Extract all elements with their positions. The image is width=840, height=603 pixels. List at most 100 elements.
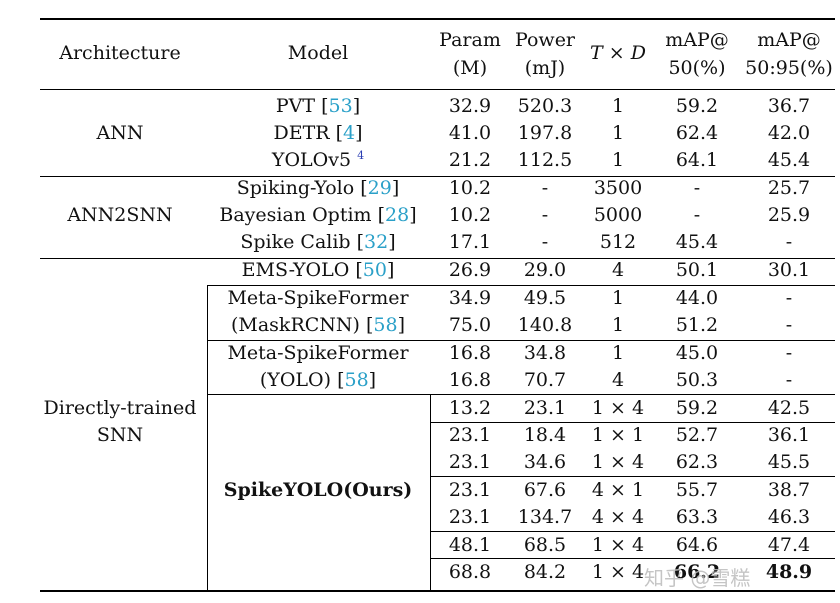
cell-td-row-13: 1 × 1 — [591, 424, 645, 446]
cell-td-row-3: 1 — [611, 149, 625, 171]
cell-param-row-5: 10.2 — [448, 204, 492, 226]
model-yolov5: YOLOv5 4 — [271, 149, 365, 171]
cell-td-row-8: 1 — [611, 287, 625, 309]
cell-td-row-11: 4 — [611, 369, 625, 391]
cell-param-row-13: 23.1 — [448, 424, 492, 446]
cell-power-row-11: 70.7 — [523, 369, 567, 391]
msf1-rule — [207, 340, 835, 341]
cell-param-row-14: 23.1 — [448, 451, 492, 473]
group-ann2snn: ANN2SNN — [67, 204, 173, 226]
ems-rule — [207, 285, 835, 286]
cell-td-row-10: 1 — [611, 342, 625, 364]
ann-rule — [40, 176, 835, 177]
header-model: Model — [287, 42, 349, 64]
cell-map5095-row-9: - — [785, 314, 793, 336]
cell-map5095-row-2: 42.0 — [767, 122, 811, 144]
cell-td-row-14: 1 × 4 — [591, 451, 645, 473]
cell-param-row-12: 13.2 — [448, 397, 492, 419]
cell-td-row-5: 5000 — [593, 204, 643, 226]
header-power-unit: (mJ) — [524, 57, 566, 79]
cell-map50-row-3: 64.1 — [675, 149, 719, 171]
cell-map50-row-11: 50.3 — [675, 369, 719, 391]
footnote-yolov5[interactable]: 4 — [357, 149, 365, 162]
cell-map5095-row-16: 46.3 — [767, 506, 811, 528]
sy-rule-3 — [430, 531, 835, 532]
cell-map50-row-7: 50.1 — [675, 259, 719, 281]
cell-map50-row-13: 52.7 — [675, 424, 719, 446]
cite-pvt[interactable]: 53 — [328, 95, 353, 117]
cell-map5095-row-5: 25.9 — [767, 204, 811, 226]
cite-msf1[interactable]: 58 — [373, 314, 398, 336]
model-spiking-yolo: Spiking-Yolo [29] — [236, 177, 400, 199]
cell-td-row-1: 1 — [611, 95, 625, 117]
cite-detr[interactable]: 4 — [343, 122, 356, 144]
cell-power-row-3: 112.5 — [517, 149, 573, 171]
vline-model-left — [207, 285, 208, 394]
cell-map50-row-12: 59.2 — [675, 397, 719, 419]
cell-power-row-13: 18.4 — [523, 424, 567, 446]
vline-sy-left — [207, 394, 208, 590]
header-map50-unit: 50(%) — [668, 57, 726, 79]
header-td: T × D — [590, 42, 646, 64]
cell-td-row-4: 3500 — [593, 177, 643, 199]
cell-power-row-4: - — [541, 177, 549, 199]
cell-td-row-15: 4 × 1 — [591, 479, 645, 501]
cell-param-row-16: 23.1 — [448, 506, 492, 528]
header-map50: mAP@ — [665, 29, 729, 51]
cell-param-row-3: 21.2 — [448, 149, 492, 171]
cell-map5095-row-17: 47.4 — [767, 534, 811, 556]
cell-map50-row-15: 55.7 — [675, 479, 719, 501]
cell-power-row-9: 140.8 — [517, 314, 573, 336]
cite-ems[interactable]: 50 — [362, 259, 387, 281]
cell-map50-row-9: 51.2 — [675, 314, 719, 336]
model-msf1-suffix: (MaskRCNN) [58] — [230, 314, 406, 336]
cell-map5095-row-15: 38.7 — [767, 479, 811, 501]
cell-map5095-row-14: 45.5 — [767, 451, 811, 473]
cell-map5095-row-1: 36.7 — [767, 95, 811, 117]
cell-param-row-15: 23.1 — [448, 479, 492, 501]
cite-bayes[interactable]: 28 — [385, 204, 410, 226]
model-bayes: Bayesian Optim [28] — [219, 204, 417, 226]
cell-td-row-17: 1 × 4 — [591, 534, 645, 556]
cell-map50-row-16: 63.3 — [675, 506, 719, 528]
cell-param-row-6: 17.1 — [448, 231, 492, 253]
cell-param-row-8: 34.9 — [448, 287, 492, 309]
msf2-rule — [207, 394, 835, 395]
cell-td-row-7: 4 — [611, 259, 625, 281]
cite-spiking-yolo[interactable]: 29 — [367, 177, 392, 199]
cell-power-row-5: - — [541, 204, 549, 226]
sy-rule-2 — [430, 476, 835, 477]
cell-param-row-9: 75.0 — [448, 314, 492, 336]
ann2snn-rule — [40, 258, 835, 259]
cell-param-row-17: 48.1 — [448, 534, 492, 556]
cell-map5095-row-3: 45.4 — [767, 149, 811, 171]
cell-param-row-18: 68.8 — [448, 561, 492, 583]
header-param: Param — [439, 29, 501, 51]
cell-map5095-row-8: - — [785, 287, 793, 309]
cell-param-row-1: 32.9 — [448, 95, 492, 117]
cell-power-row-17: 68.5 — [523, 534, 567, 556]
sy-rule-1 — [430, 422, 835, 423]
cell-power-row-6: - — [541, 231, 549, 253]
cell-td-row-18: 1 × 4 — [591, 561, 645, 583]
cell-td-row-9: 1 — [611, 314, 625, 336]
cell-td-row-2: 1 — [611, 122, 625, 144]
model-msf2-suffix: (YOLO) [58] — [259, 369, 377, 391]
cell-map50-row-4: - — [693, 177, 701, 199]
cell-power-row-16: 134.7 — [517, 506, 573, 528]
cell-map50-row-1: 59.2 — [675, 95, 719, 117]
cell-power-row-8: 49.5 — [523, 287, 567, 309]
cite-msf2[interactable]: 58 — [344, 369, 369, 391]
cell-param-row-11: 16.8 — [448, 369, 492, 391]
cite-spike-calib[interactable]: 32 — [364, 231, 389, 253]
cell-power-row-14: 34.6 — [523, 451, 567, 473]
group-direct-2: SNN — [96, 424, 144, 446]
cell-map50-row-2: 62.4 — [675, 122, 719, 144]
cell-power-row-1: 520.3 — [517, 95, 573, 117]
cell-power-row-12: 23.1 — [523, 397, 567, 419]
header-param-unit: (M) — [452, 57, 488, 79]
model-pvt: PVT [53] — [275, 95, 361, 117]
header-architecture: Architecture — [59, 42, 181, 64]
cell-param-row-7: 26.9 — [448, 259, 492, 281]
cell-power-row-7: 29.0 — [523, 259, 567, 281]
